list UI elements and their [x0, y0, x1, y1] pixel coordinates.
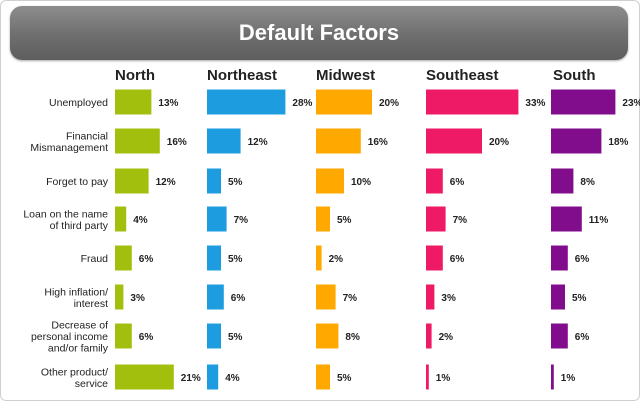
region-header: Southeast — [426, 67, 499, 84]
bar — [316, 364, 330, 390]
value-label: 5% — [572, 293, 587, 304]
bar — [115, 323, 132, 349]
bar — [115, 245, 132, 271]
value-label: 12% — [248, 137, 268, 148]
category-label: High inflation/interest — [44, 286, 108, 310]
value-label: 23% — [622, 98, 640, 109]
bar — [426, 284, 435, 310]
value-label: 7% — [343, 293, 358, 304]
bar — [551, 284, 565, 310]
value-label: 8% — [345, 332, 360, 343]
bar — [426, 128, 482, 154]
bar — [316, 323, 339, 349]
bar — [551, 364, 554, 390]
value-label: 20% — [379, 98, 399, 109]
value-label: 6% — [450, 254, 465, 265]
value-label: 5% — [337, 215, 352, 226]
region-header: North — [115, 67, 155, 84]
value-label: 1% — [436, 373, 451, 384]
region-header: South — [553, 67, 596, 84]
value-label: 6% — [139, 332, 154, 343]
bar — [551, 168, 574, 194]
bar — [207, 245, 221, 271]
bar — [426, 89, 519, 115]
value-label: 12% — [156, 177, 176, 188]
value-label: 16% — [167, 137, 187, 148]
bar — [207, 128, 241, 154]
value-label: 13% — [158, 98, 178, 109]
bar — [426, 364, 429, 390]
value-label: 4% — [225, 373, 240, 384]
value-label: 7% — [453, 215, 468, 226]
bar — [115, 364, 174, 390]
bar — [426, 206, 446, 232]
value-label: 6% — [139, 254, 154, 265]
value-label: 5% — [228, 254, 243, 265]
bar — [115, 284, 124, 310]
bar — [207, 89, 286, 115]
value-label: 33% — [525, 98, 545, 109]
value-label: 2% — [439, 332, 454, 343]
value-label: 8% — [580, 177, 595, 188]
bar — [551, 89, 616, 115]
value-label: 6% — [231, 293, 246, 304]
chart-title: Default Factors — [238, 20, 400, 45]
value-label: 7% — [234, 215, 249, 226]
bar — [316, 245, 322, 271]
value-label: 11% — [589, 215, 609, 226]
category-label: Fraud — [81, 253, 109, 265]
value-label: 6% — [575, 332, 590, 343]
bar — [207, 206, 227, 232]
bar — [316, 128, 361, 154]
bar — [426, 323, 432, 349]
bar — [316, 206, 330, 232]
value-label: 4% — [133, 215, 148, 226]
region-header: Midwest — [316, 67, 375, 84]
title-banner: Default Factors — [10, 6, 628, 60]
category-label: Other product/service — [41, 366, 108, 390]
bar — [316, 168, 344, 194]
value-label: 5% — [228, 177, 243, 188]
bar — [115, 128, 160, 154]
bar — [551, 323, 568, 349]
bar — [207, 364, 219, 390]
value-label: 16% — [368, 137, 388, 148]
bar — [551, 245, 568, 271]
value-label: 3% — [441, 293, 456, 304]
bar — [316, 284, 336, 310]
value-label: 5% — [337, 373, 352, 384]
category-label: Forget to pay — [46, 176, 109, 188]
value-label: 21% — [181, 373, 201, 384]
value-label: 3% — [130, 293, 145, 304]
value-label: 1% — [561, 373, 576, 384]
category-label: Decrease of personal income and/or family — [31, 320, 109, 355]
category-label: Unemployed — [49, 97, 108, 109]
value-label: 5% — [228, 332, 243, 343]
value-label: 6% — [450, 177, 465, 188]
value-label: 18% — [608, 137, 628, 148]
bar — [207, 168, 221, 194]
bar — [551, 128, 602, 154]
value-label: 20% — [489, 137, 509, 148]
region-header: Northeast — [207, 67, 277, 84]
bar — [426, 168, 443, 194]
value-label: 28% — [292, 98, 312, 109]
bar — [426, 245, 443, 271]
value-label: 10% — [351, 177, 371, 188]
bar — [207, 323, 221, 349]
value-label: 6% — [575, 254, 590, 265]
bar — [207, 284, 224, 310]
bar — [115, 89, 152, 115]
value-label: 2% — [329, 254, 344, 265]
bar — [115, 206, 127, 232]
category-label: Loan on the name of third party — [23, 208, 108, 232]
bar — [115, 168, 149, 194]
bar — [551, 206, 582, 232]
bar — [316, 89, 372, 115]
category-label: Financial Mismanagement — [30, 130, 108, 154]
